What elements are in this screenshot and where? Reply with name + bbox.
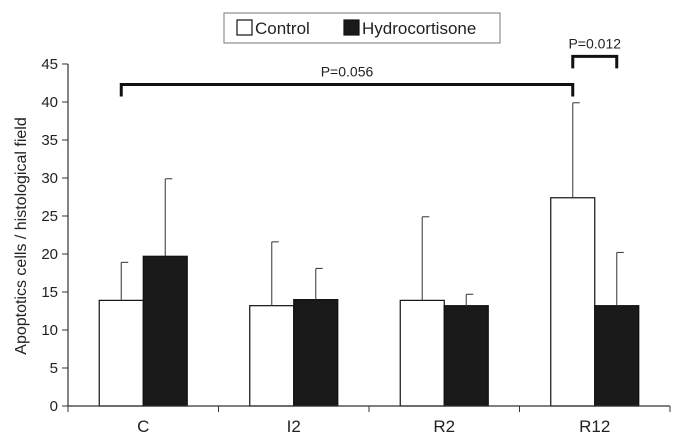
x-tick-label: C [137,417,149,436]
y-tick-label: 20 [41,246,58,263]
bars [98,197,640,407]
x-tick-label: I2 [287,417,301,436]
bar-control-c [98,299,144,407]
y-tick-label: 45 [41,56,58,73]
y-tick-label: 25 [41,208,58,225]
significance-annotations: P=0.056 P=0.012 [119,35,621,97]
y-tick-label: 40 [41,94,58,111]
axes [67,64,671,412]
legend: Control Hydrocortisone [223,12,501,44]
x-axis: C I2 R2 R12 [137,417,610,436]
p-value-label: P=0.056 [321,64,374,80]
x-tick-label: R12 [579,417,610,436]
y-tick-label: 10 [41,322,58,339]
bar-control-r12 [550,197,596,407]
error-bars [120,102,624,306]
y-tick-label: 5 [50,360,58,377]
significance-bracket [571,54,619,69]
bar-hydrocortisone-r2 [443,305,489,407]
y-axis: 0 5 10 15 20 25 30 35 40 45 [41,56,68,415]
bar-hydrocortisone-c [142,255,188,407]
y-axis-label: Apoptotics cells / histological field [13,117,30,354]
bar-hydrocortisone-i2 [293,299,339,407]
significance-bracket [119,83,575,97]
y-tick-label: 15 [41,284,58,301]
bar-control-i2 [249,305,295,407]
legend-label-hydrocortisone: Hydrocortisone [362,19,476,38]
y-tick-label: 0 [50,398,58,415]
y-tick-label: 30 [41,170,58,187]
bar-control-r2 [399,299,445,407]
x-tick-label: R2 [433,417,455,436]
p-value-label: P=0.012 [568,35,621,51]
legend-label-control: Control [255,19,310,38]
y-tick-label: 35 [41,132,58,149]
legend-swatch-control [236,19,253,36]
bar-hydrocortisone-r12 [594,305,640,407]
legend-box [223,12,501,44]
legend-swatch-hydrocortisone [343,19,360,36]
